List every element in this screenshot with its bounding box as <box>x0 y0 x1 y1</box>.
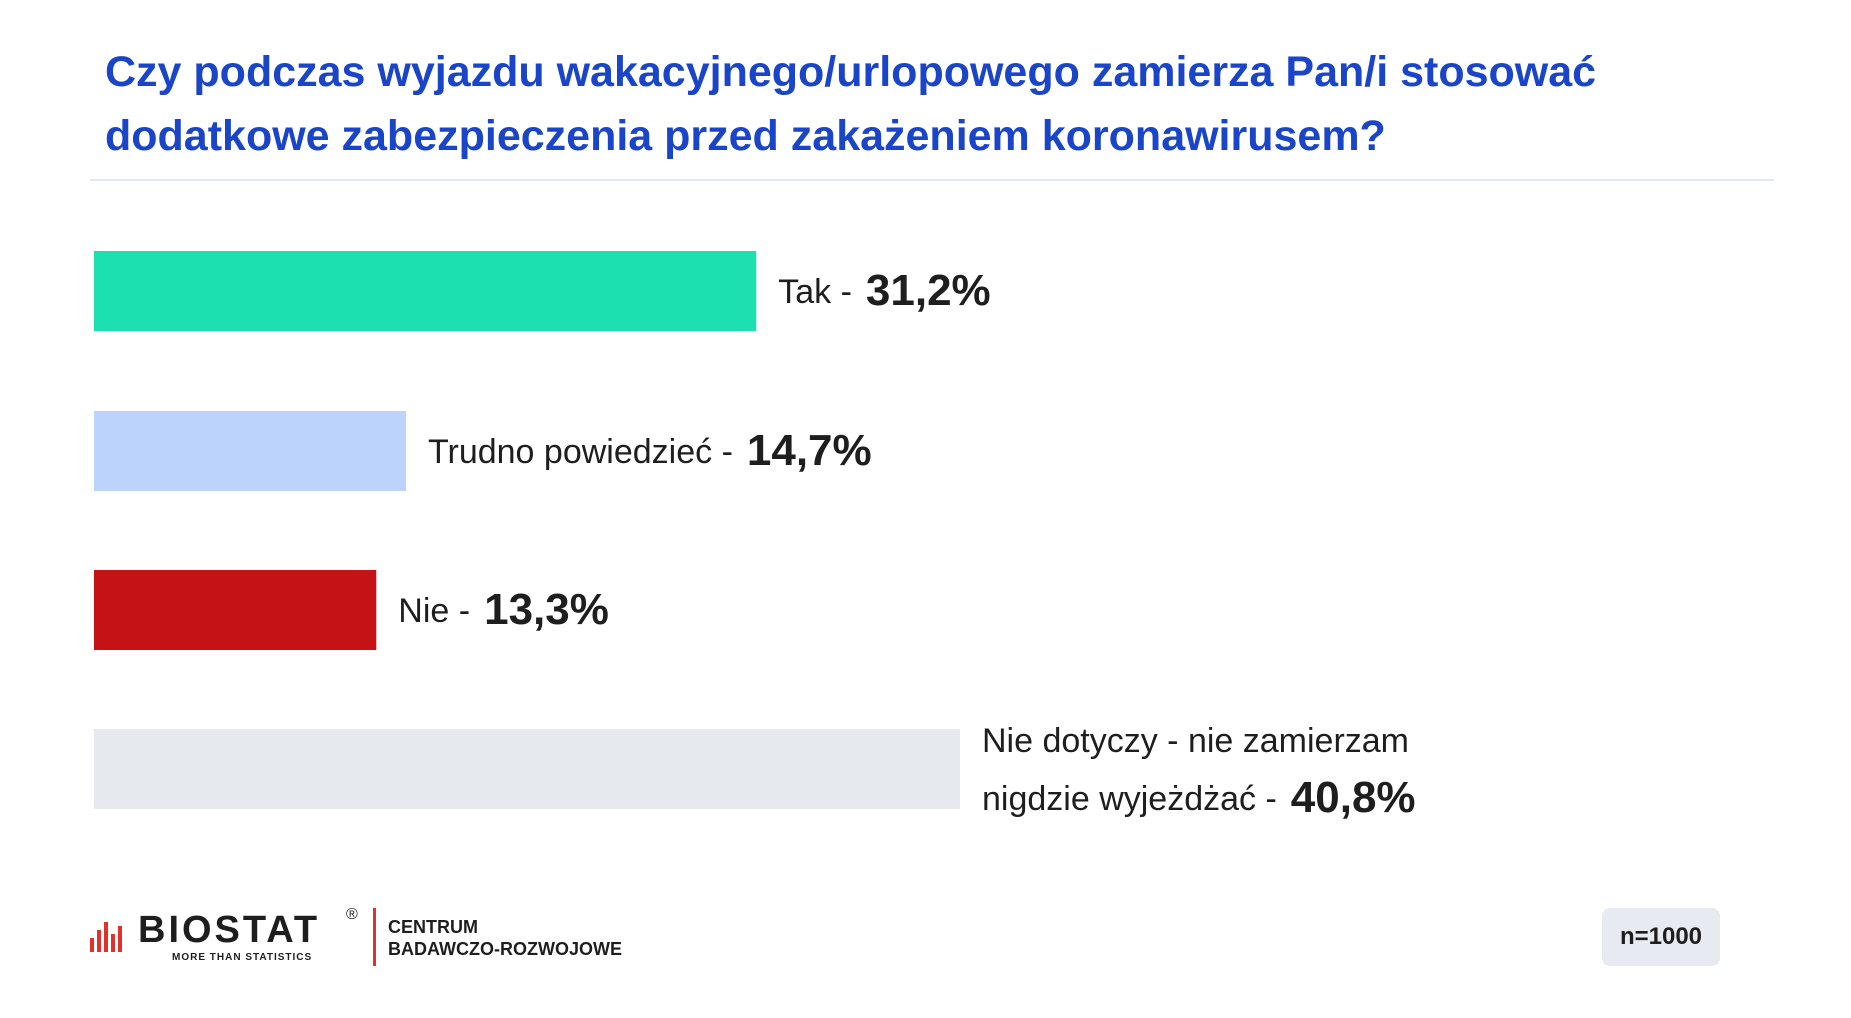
chart-title-line-1: Czy podczas wyjazdu wakacyjnego/urlopowe… <box>105 48 1597 96</box>
bar-label-1-line-1: Tak - <box>778 273 852 311</box>
logo-center-line-2: BADAWCZO-ROZWOJOWE <box>388 939 622 959</box>
logo-bars-icon <box>90 922 122 952</box>
logo-registered-mark: ® <box>346 906 358 923</box>
bar-label-2-line-1: Trudno powiedzieć - <box>428 433 733 471</box>
bar-label-4-line-1: Nie dotyczy - nie zamierzam <box>982 722 1409 760</box>
bar-label-4-line-2: nigdzie wyjeżdżać - <box>982 780 1277 818</box>
bar-2 <box>94 411 407 491</box>
logo-center-name: CENTRUM BADAWCZO-ROZWOJOWE <box>388 916 622 960</box>
bar-value-4: 40,8% <box>1291 773 1416 822</box>
bar-4 <box>94 729 960 809</box>
logo-bar-2 <box>97 930 101 952</box>
title-divider <box>90 179 1774 181</box>
biostat-logo: BIOSTAT ® MORE THAN STATISTICS CENTRUM B… <box>90 906 690 966</box>
logo-bar-1 <box>90 938 94 952</box>
logo-tagline: MORE THAN STATISTICS <box>172 952 313 963</box>
bar-label-3-line-1: Nie - <box>398 592 470 630</box>
logo-bar-3 <box>104 922 108 952</box>
logo-center-line-1: CENTRUM <box>388 917 478 937</box>
bar-1 <box>94 251 757 331</box>
logo-text: BIOSTAT <box>138 909 321 951</box>
bar-value-3: 13,3% <box>484 585 609 634</box>
logo-separator <box>373 908 376 966</box>
chart-title: Czy podczas wyjazdu wakacyjnego/urlopowe… <box>105 40 1805 168</box>
bar-value-2: 14,7% <box>747 426 872 475</box>
bar-3 <box>94 570 377 650</box>
logo-bar-5 <box>118 926 122 952</box>
sample-size-badge: n=1000 <box>1602 908 1720 966</box>
chart-title-line-2: dodatkowe zabezpieczenia przed zakażenie… <box>105 112 1386 160</box>
bar-value-1: 31,2% <box>866 266 991 315</box>
logo-bar-4 <box>111 934 115 952</box>
